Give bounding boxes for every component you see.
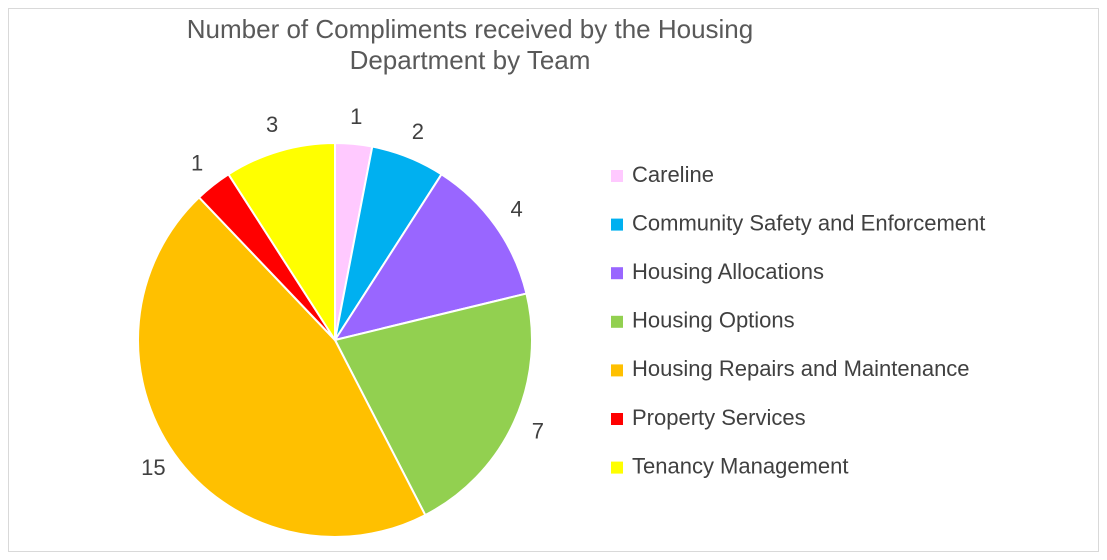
data-label: 1	[350, 104, 362, 129]
legend-label: Housing Options	[632, 308, 795, 333]
legend-label: Community Safety and Enforcement	[632, 210, 985, 235]
data-label: 2	[412, 119, 424, 144]
pie-slice	[333, 292, 533, 517]
legend-swatch	[611, 218, 623, 231]
legend-label: Careline	[632, 162, 714, 187]
legend-label: Housing Repairs and Maintenance	[632, 356, 970, 381]
legend-swatch	[611, 315, 623, 328]
data-label: 3	[266, 112, 278, 137]
pie-slice	[227, 141, 336, 344]
data-label: 7	[532, 418, 544, 443]
chart-title: Number of Compliments received by the Ho…	[186, 14, 754, 75]
legend-swatch	[611, 364, 623, 377]
data-label: 15	[141, 455, 165, 480]
pie-slice	[137, 196, 427, 538]
legend-label: Housing Allocations	[632, 259, 824, 284]
legend-swatch	[611, 267, 623, 280]
legend-label: Property Services	[632, 405, 806, 430]
data-label: 4	[511, 196, 523, 221]
legend-swatch	[611, 170, 623, 182]
legend-swatch	[611, 461, 623, 474]
data-label: 1	[191, 151, 203, 176]
pie-slice	[332, 172, 528, 342]
legend-swatch	[611, 413, 623, 425]
legend-label: Tenancy Management	[632, 453, 848, 478]
